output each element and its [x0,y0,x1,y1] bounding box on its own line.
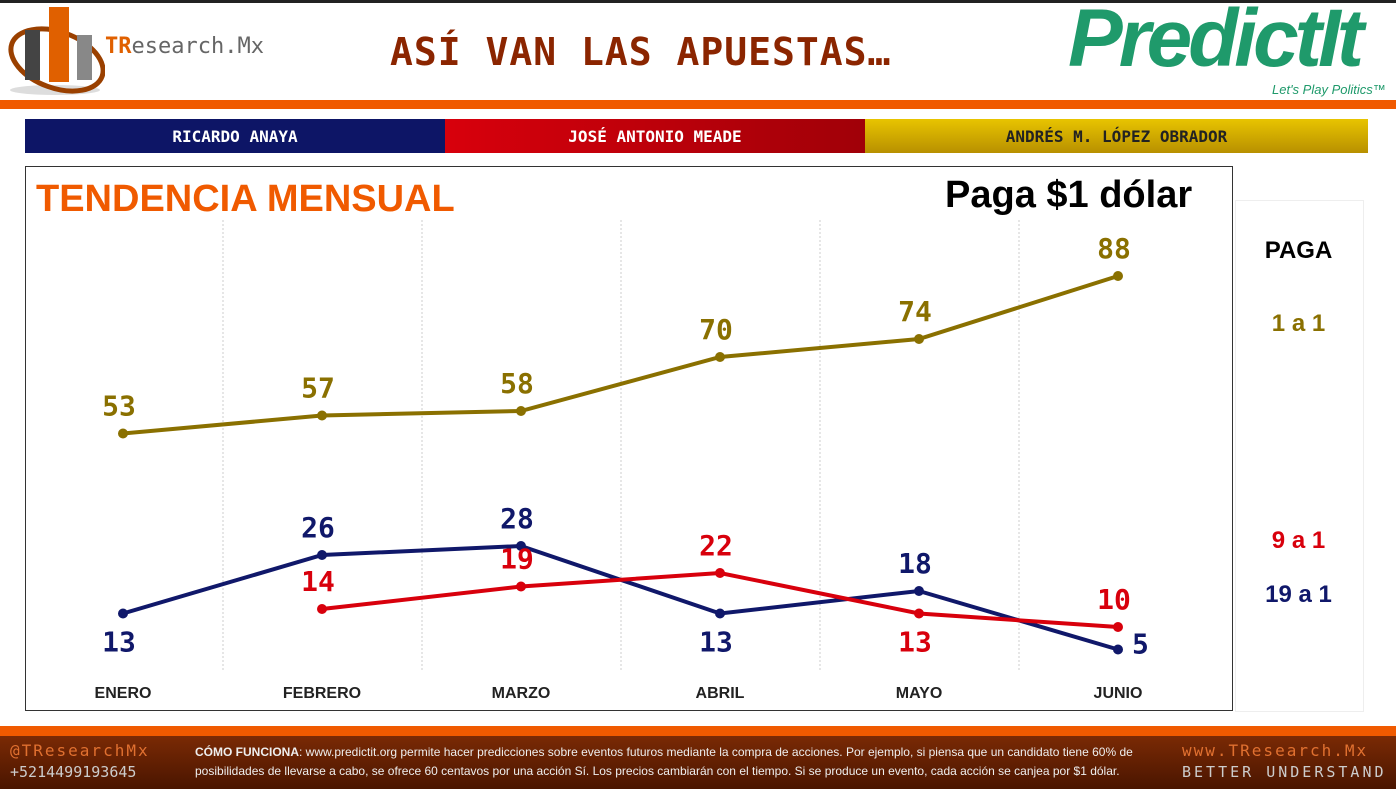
how-label: CÓMO FUNCIONA [195,745,299,759]
data-label: 26 [301,511,335,544]
data-point [516,581,526,592]
data-point [118,428,128,439]
payout-meade: 9 a 1 [1271,527,1326,554]
data-point [715,352,725,362]
twitter-handle: @TResearchMx [10,741,150,760]
x-tick-label: MARZO [492,685,551,702]
payout-header: PAGA [1264,237,1333,264]
how-text: : www.predictit.org permite hacer predic… [195,745,1133,778]
footer-tagline: BETTER UNDERSTAND [1182,763,1387,781]
data-label: 10 [1097,583,1131,616]
data-label: 5 [1132,628,1149,661]
data-point [914,608,924,619]
data-label: 14 [301,565,335,598]
payout-anaya: 19 a 1 [1265,581,1332,608]
predictit-logo: PredictIt [1068,0,1364,84]
data-label: 13 [898,626,932,659]
data-label: 53 [102,390,136,423]
data-point [715,568,725,578]
data-label: 18 [898,547,932,580]
x-tick-label: ENERO [95,685,152,702]
predictit-tagline: Let's Play Politics™ [1272,82,1386,97]
candidate-meade: JOSÉ ANTONIO MEADE [445,119,865,153]
candidate-anaya: RICARDO ANAYA [25,119,445,153]
data-label: 13 [699,626,733,659]
data-point [317,604,327,614]
data-point [317,410,327,421]
data-point [516,406,526,416]
data-point [1113,271,1123,281]
series-line [321,570,1119,629]
data-label: 13 [102,626,136,659]
x-tick-label: MAYO [896,685,943,702]
data-point [118,608,128,619]
phone-number: +5214499193645 [10,763,137,781]
data-point [1113,644,1123,655]
data-label: 88 [1097,232,1131,265]
data-label: 57 [301,372,335,405]
data-label: 28 [500,502,534,535]
data-point [715,608,725,619]
website-link[interactable]: www.TResearch.Mx [1182,741,1369,760]
data-label: 74 [898,295,932,328]
data-point [1113,622,1123,632]
data-label: 70 [699,313,733,346]
chart-subtitle: Paga $1 dólar [945,174,1193,216]
footer [0,726,1396,789]
data-point [914,334,924,344]
tresearch-logo-text: TResearch.Mx [105,34,264,59]
page-title: ASÍ VAN LAS APUESTAS… [390,30,892,74]
x-tick-label: ABRIL [696,685,745,702]
data-label: 58 [500,367,534,400]
chart-frame [25,166,1233,711]
header-divider [0,100,1396,109]
x-tick-label: JUNIO [1094,685,1143,702]
payout-amlo: 1 a 1 [1271,310,1326,337]
candidate-amlo: ANDRÉS M. LÓPEZ OBRADOR [865,119,1368,153]
tresearch-logo [5,5,106,97]
data-point [914,586,924,596]
top-border [0,0,1396,3]
how-it-works: CÓMO FUNCIONA: www.predictit.org permite… [195,743,1155,781]
data-point [516,541,526,551]
chart-title: TENDENCIA MENSUAL [36,178,455,220]
series-line [122,274,1119,436]
payout-table [1235,200,1364,712]
data-point [317,550,327,560]
data-label: 22 [699,529,733,562]
x-tick-label: FEBRERO [283,685,361,702]
data-label: 19 [500,543,534,576]
